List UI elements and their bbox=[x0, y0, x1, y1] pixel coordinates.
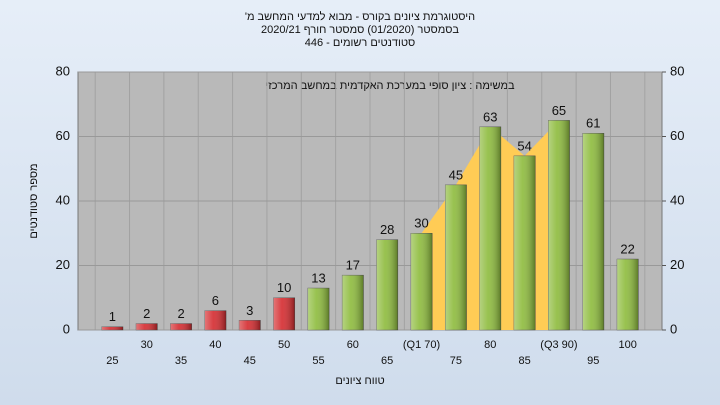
value-label: 1 bbox=[109, 309, 116, 324]
value-label: 28 bbox=[380, 222, 394, 237]
bar-shade bbox=[307, 288, 330, 330]
bar-shade bbox=[410, 233, 433, 330]
bar-shade bbox=[204, 310, 227, 330]
value-label: 61 bbox=[586, 116, 600, 131]
bar-shade bbox=[513, 155, 536, 330]
x-tick-label: 55 bbox=[312, 355, 324, 367]
bar-shade bbox=[342, 275, 364, 330]
bar-shade bbox=[582, 133, 604, 330]
value-label: 13 bbox=[311, 271, 325, 286]
x-tick-label: (Q3 90) bbox=[540, 339, 577, 351]
y2-tick-label: 20 bbox=[670, 257, 684, 272]
value-label: 65 bbox=[552, 103, 566, 118]
value-label: 54 bbox=[517, 138, 531, 153]
y-tick-label: 20 bbox=[56, 257, 70, 272]
y-tick-label: 80 bbox=[56, 63, 70, 78]
y2-tick-label: 40 bbox=[670, 192, 684, 207]
y-tick-label: 0 bbox=[63, 321, 70, 336]
annotation: במשימה : ציון סופי במערכת האקדמית במחשב … bbox=[265, 80, 515, 92]
value-label: 6 bbox=[212, 293, 219, 308]
bar-shade bbox=[273, 297, 295, 330]
bar-shade bbox=[548, 120, 570, 330]
x-axis-label: טווח ציונים bbox=[335, 375, 384, 387]
x-tick-label: 100 bbox=[618, 339, 636, 351]
x-tick-label: 75 bbox=[450, 355, 462, 367]
value-label: 63 bbox=[483, 109, 497, 124]
x-tick-label: 85 bbox=[518, 355, 530, 367]
x-tick-label: 50 bbox=[278, 339, 290, 351]
x-tick-label: 45 bbox=[244, 355, 256, 367]
value-label: 30 bbox=[414, 216, 428, 231]
value-label: 22 bbox=[620, 241, 634, 256]
x-tick-label: 65 bbox=[381, 355, 393, 367]
bar-shade bbox=[239, 320, 261, 330]
title-line: בסמסטר (01/2020) סמסטר חורף 2020/21 bbox=[261, 24, 459, 36]
bar-shade bbox=[616, 259, 639, 330]
x-tick-label: 25 bbox=[106, 355, 118, 367]
y2-tick-label: 0 bbox=[670, 321, 677, 336]
x-tick-label: 60 bbox=[347, 339, 359, 351]
x-tick-label: (Q1 70) bbox=[403, 339, 440, 351]
value-label: 17 bbox=[346, 258, 360, 273]
title-line: סטודנטים רשומים - 446 bbox=[305, 37, 416, 49]
value-label: 45 bbox=[449, 167, 463, 182]
bar-shade bbox=[101, 326, 124, 330]
bar-shade bbox=[479, 126, 501, 330]
y-tick-label: 60 bbox=[56, 128, 70, 143]
x-tick-label: 95 bbox=[587, 355, 599, 367]
y-tick-label: 40 bbox=[56, 192, 70, 207]
x-tick-label: 35 bbox=[175, 355, 187, 367]
y-axis-label: מספר סטודנטים bbox=[28, 163, 40, 238]
y2-tick-label: 60 bbox=[670, 128, 684, 143]
value-label: 2 bbox=[143, 306, 150, 321]
value-label: 2 bbox=[177, 306, 184, 321]
bar-shade bbox=[376, 239, 398, 330]
value-label: 10 bbox=[277, 280, 291, 295]
title-line: היסטוגרמת ציונים בקורס - מבוא למדעי המחש… bbox=[245, 10, 475, 23]
x-tick-label: 40 bbox=[209, 339, 221, 351]
x-tick-label: 30 bbox=[141, 339, 153, 351]
bar-shade bbox=[136, 323, 158, 330]
value-label: 3 bbox=[246, 303, 253, 318]
x-tick-label: 80 bbox=[484, 339, 496, 351]
y2-tick-label: 80 bbox=[670, 63, 684, 78]
bar-shade bbox=[445, 184, 467, 330]
bar-shade bbox=[170, 323, 192, 330]
